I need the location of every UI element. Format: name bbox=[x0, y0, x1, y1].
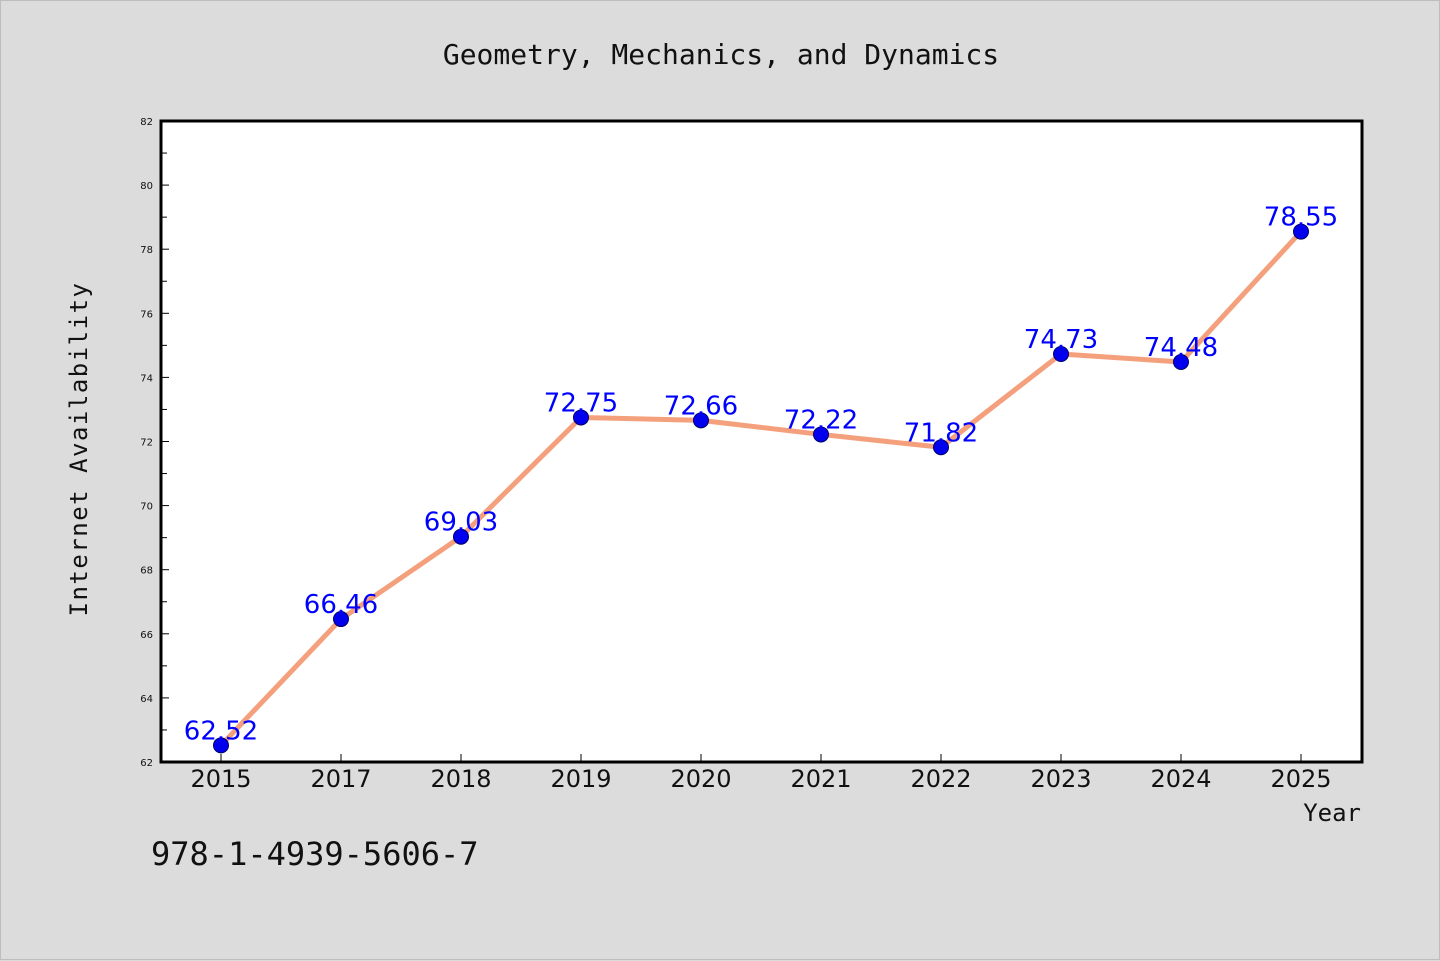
x-axis-label: Year bbox=[1303, 799, 1361, 827]
y-tick-label: 76 bbox=[140, 309, 153, 320]
data-point bbox=[1293, 223, 1309, 240]
x-tick-label: 2019 bbox=[550, 765, 611, 793]
footer-isbn: 978-1-4939-5606-7 bbox=[151, 835, 479, 873]
y-tick-label: 80 bbox=[140, 181, 153, 192]
series-line bbox=[218, 229, 1304, 748]
data-point bbox=[933, 439, 949, 456]
y-tick-label: 66 bbox=[140, 630, 153, 641]
x-tick-label: 2018 bbox=[430, 765, 491, 793]
data-point bbox=[573, 409, 589, 426]
data-point bbox=[453, 528, 469, 545]
y-tick-label: 70 bbox=[140, 502, 153, 513]
data-point bbox=[213, 737, 229, 754]
data-label: 66.46 bbox=[304, 590, 378, 620]
x-tick-label: 2022 bbox=[910, 765, 971, 793]
y-axis-label: Internet Availability bbox=[65, 282, 93, 617]
data-label: 62.52 bbox=[184, 716, 258, 746]
x-tick-label: 2021 bbox=[790, 765, 851, 793]
chart-title: Geometry, Mechanics, and Dynamics bbox=[443, 38, 999, 71]
x-tick-label: 2025 bbox=[1270, 765, 1331, 793]
y-tick-label: 78 bbox=[140, 245, 153, 256]
x-tick-label: 2017 bbox=[310, 765, 371, 793]
series-group: 62.52 66.46 69.03 72.75 72.66 72.22 71.82 74.73… bbox=[184, 203, 1338, 754]
data-label: 69.03 bbox=[424, 508, 498, 538]
data-point bbox=[813, 426, 829, 443]
data-label: 72.22 bbox=[784, 405, 858, 435]
data-label: 72.66 bbox=[664, 391, 738, 421]
x-axis: 2015 2017 2018 2019 2020 2021 2022 2023 2024 2025 bbox=[190, 754, 1332, 793]
x-tick-label: 2023 bbox=[1030, 765, 1091, 793]
y-tick-label: 74 bbox=[140, 373, 153, 384]
data-label: 72.75 bbox=[544, 388, 618, 418]
x-tick-label: 2020 bbox=[670, 765, 731, 793]
data-point bbox=[693, 412, 709, 429]
data-point bbox=[1053, 346, 1069, 363]
plot-area bbox=[159, 119, 1364, 764]
data-label: 78.55 bbox=[1264, 203, 1338, 233]
x-tick-label: 2015 bbox=[190, 765, 251, 793]
data-point bbox=[1173, 354, 1189, 371]
data-label: 71.82 bbox=[904, 418, 978, 448]
y-axis: 62 64 66 68 70 72 74 76 78 80 82 bbox=[140, 117, 169, 769]
data-label: 74.73 bbox=[1024, 325, 1098, 355]
y-tick-label: 72 bbox=[140, 438, 153, 449]
y-tick-label: 68 bbox=[140, 566, 153, 577]
data-point bbox=[333, 611, 349, 628]
y-tick-label: 64 bbox=[140, 694, 153, 705]
data-label: 74.48 bbox=[1144, 333, 1218, 363]
y-tick-label: 82 bbox=[140, 117, 153, 128]
y-tick-label: 62 bbox=[140, 758, 153, 769]
x-tick-label: 2024 bbox=[1150, 765, 1211, 793]
